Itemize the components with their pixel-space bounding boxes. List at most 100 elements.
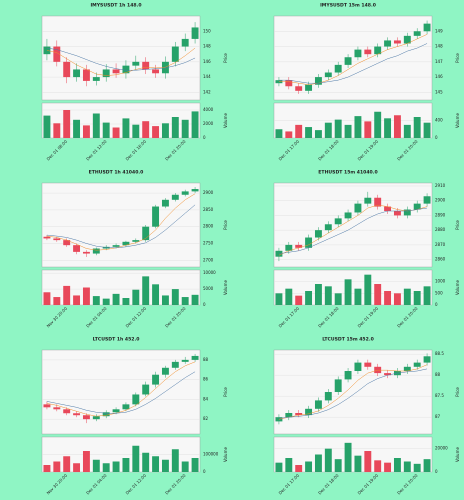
candle-body [112,409,120,413]
candle-body [334,218,342,225]
volume-bar [324,122,332,138]
moving-average-line [278,368,428,419]
candle-body [275,417,283,422]
volume-bar [295,295,303,305]
x-tick-label: Dec 01 20:00 [164,139,187,162]
x-tick-label: Dec 01 12:00 [85,139,108,162]
volume-tick-label: 5000 [203,286,214,291]
volume-tick-label: 1000 [435,279,446,284]
moving-average-line [46,204,196,249]
volume-bar [142,121,150,138]
candle-body [92,77,100,81]
candle-body [122,241,130,246]
candle-body [295,244,303,248]
candle-body [423,196,431,204]
y-tick-label: 2850 [203,207,214,212]
volume-bar [181,119,189,138]
candle-body [285,80,293,87]
volume-bar [275,129,283,138]
volume-bar [423,286,431,305]
volume-bar [324,448,332,472]
chart-panel: IMYSUSDT 1h 148.0 142 144 146 148 150 0 2000 400… [41,3,228,162]
x-tick-label: Dec 01 20:00 [396,139,419,162]
y-tick-label: 2890 [435,212,446,217]
y-tick-label: 146 [203,59,211,64]
candle-body [132,240,140,242]
x-tick-label: Dec 01 20:00 [396,473,419,496]
volume-axis-label: Volume [223,280,228,295]
y-tick-label: 146 [435,74,443,79]
candle-body [305,408,313,416]
moving-average-line [278,207,428,254]
volume-bar [305,127,313,138]
candle-body [73,413,81,416]
y-tick-label: 87 [435,414,441,419]
volume-bar [374,284,382,305]
candle-body [73,245,81,252]
volume-tick-label: 4000 [203,107,214,112]
candle-body [423,23,431,32]
volume-bar [82,451,90,472]
price-plot-area [273,182,433,268]
candle-body [334,379,342,392]
volume-tick-label: 400 [435,118,443,123]
candle-body [142,226,150,241]
moving-average-line [278,364,428,420]
y-tick-label: 88.5 [435,351,444,356]
volume-bar [275,462,283,472]
candle-body [403,209,411,216]
volume-bar [305,291,313,305]
volume-bar [295,465,303,472]
candle-body [324,72,332,78]
candle-body [344,212,352,219]
x-tick-label: Nov 30 20:00 [45,306,68,329]
volume-bar [305,461,313,472]
candle-body [384,40,392,47]
volume-bar [344,442,352,472]
volume-tick-label: 500 [435,290,443,295]
candle-body [413,203,421,210]
volume-bar [344,124,352,138]
candle-body [403,366,411,371]
y-tick-label: 142 [203,89,211,94]
candle-body [191,355,199,360]
candle-body [181,359,189,362]
volume-bar [413,117,421,138]
volume-bar [344,279,352,305]
y-tick-label: 2700 [203,257,214,262]
candle-body [171,194,179,200]
candle-body [275,250,283,257]
volume-bar [354,288,362,305]
x-tick-label: Dec 01 18:00 [317,473,340,496]
x-tick-label: Dec 01 19:00 [357,473,380,496]
y-tick-label: 88 [435,372,441,377]
volume-bar [152,284,160,305]
x-tick-label: Dec 01 04:00 [85,473,108,496]
candle-body [161,199,169,207]
moving-average-line [46,47,196,71]
candle-body [181,38,189,47]
candle-body [354,203,362,213]
volume-bar [122,118,130,138]
candle-body [384,206,392,211]
x-tick-label: Dec 01 04:00 [85,306,108,329]
y-tick-label: 84 [203,396,209,401]
candle-body [354,362,362,371]
candle-body [314,230,322,238]
candle-body [413,362,421,367]
candle-body [364,362,372,367]
price-plot-area [273,15,433,101]
candle-body [374,197,382,207]
chart-panel: LTCUSDT 1h 452.0 82 84 86 88 0 100000 Price Volu… [41,337,228,496]
volume-tick-label: 0 [203,469,206,474]
candle-body [314,77,322,85]
y-tick-label: 148 [203,44,211,49]
volume-bar [171,289,179,305]
volume-bar [53,461,61,472]
volume-bar [53,123,61,138]
candle-body [43,46,51,55]
volume-bar [152,126,160,138]
x-tick-label: Dec 01 17:00 [278,306,301,329]
volume-bar [102,298,110,305]
